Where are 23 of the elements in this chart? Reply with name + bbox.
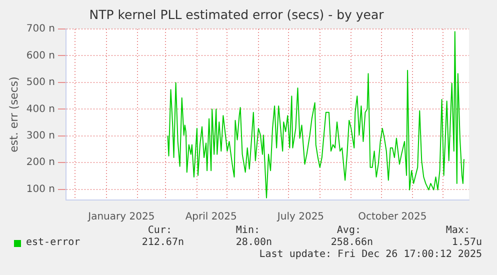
x-tick-label: January 2025 bbox=[87, 212, 155, 223]
text: 258.66n bbox=[330, 237, 373, 248]
y-tick-label: 100 n bbox=[26, 184, 55, 195]
text: Avg: bbox=[336, 225, 361, 236]
text: Max: bbox=[446, 225, 470, 236]
text: Cur: bbox=[148, 225, 172, 236]
text: 1.57u bbox=[452, 237, 482, 248]
y-axis-title: est. err (secs) bbox=[7, 76, 20, 152]
x-tick-label: October 2025 bbox=[358, 212, 427, 223]
text: 212.67n bbox=[142, 237, 184, 248]
legend-label: est-error bbox=[26, 237, 80, 248]
y-tick-label: 500 n bbox=[26, 77, 55, 88]
y-tick-label: 200 n bbox=[26, 157, 55, 168]
y-tick-label: 400 n bbox=[26, 104, 55, 115]
y-tick-label: 600 n bbox=[26, 50, 55, 62]
text: Min: bbox=[236, 225, 260, 236]
y-tick-label: 700 n bbox=[26, 24, 55, 35]
text: 28.00n bbox=[236, 237, 272, 248]
y-tick-label: 300 n bbox=[26, 130, 55, 142]
chart-title: NTP kernel PLL estimated error (secs) - by year bbox=[89, 6, 385, 22]
text: Last update: Fri Dec 26 17:00:12 2025 bbox=[259, 249, 482, 260]
x-tick-label: April 2025 bbox=[185, 212, 237, 223]
x-tick-label: July 2025 bbox=[276, 212, 324, 223]
